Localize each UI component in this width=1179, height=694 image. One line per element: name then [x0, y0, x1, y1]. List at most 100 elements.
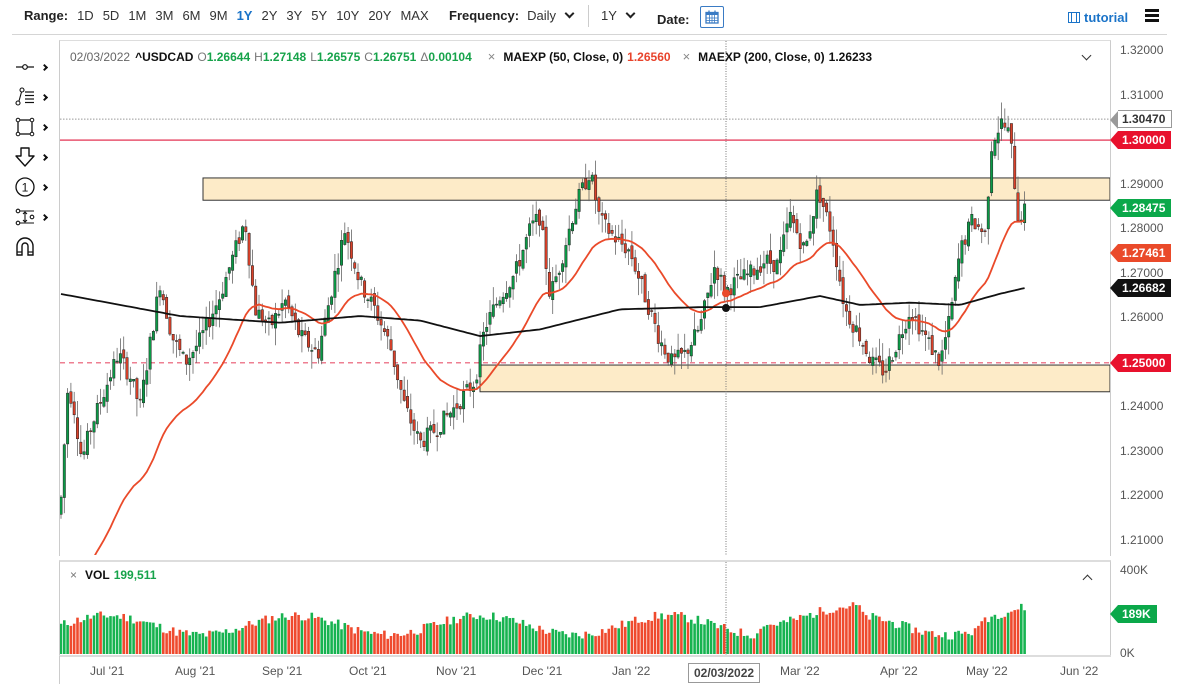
range-option-3m[interactable]: 3M: [155, 8, 174, 23]
divider: [588, 5, 589, 27]
line-segment-icon: [16, 64, 34, 70]
period-selector[interactable]: 1Y: [601, 8, 636, 23]
time-tick: Oct '21: [349, 664, 387, 678]
chevron-down-icon[interactable]: [564, 8, 575, 19]
hamburger-icon: [1145, 9, 1159, 12]
legend-open: 1.26644: [206, 49, 251, 64]
chevron-right-icon[interactable]: [40, 153, 49, 161]
time-axis-line: [59, 655, 1111, 657]
time-tick: Nov '21: [436, 664, 477, 678]
chevron-right-icon[interactable]: [40, 213, 49, 221]
range-option-5d[interactable]: 5D: [102, 8, 120, 23]
numbered-circle-icon: 1: [15, 177, 35, 197]
time-tick: Mar '22: [780, 664, 820, 678]
range-option-10y[interactable]: 10Y: [336, 8, 360, 23]
range-option-1y[interactable]: 1Y: [236, 8, 253, 23]
remove-ma200-button[interactable]: ×: [682, 49, 691, 64]
price-tick: 1.26000: [1120, 310, 1164, 325]
ma200-value: 1.26233: [828, 49, 873, 64]
ma200-label: MAEXP (200, Close, 0): [698, 49, 825, 64]
fibonacci-icon: [15, 87, 34, 106]
time-tick: Aug '21: [175, 664, 216, 678]
period-value[interactable]: 1Y: [601, 8, 617, 23]
price-tick: 1.31000: [1120, 87, 1164, 102]
volume-legend: × VOL 199,511: [70, 568, 156, 582]
range-option-1d[interactable]: 1D: [77, 8, 94, 23]
range-option-9m[interactable]: 9M: [209, 8, 228, 23]
chevron-right-icon[interactable]: [40, 183, 49, 191]
drawing-toolbar: 1: [14, 52, 54, 262]
chart-legend: 02/03/2022 ^USDCAD O 1.26644 H 1.27148 L 1.…: [70, 49, 873, 64]
chevron-right-icon[interactable]: [40, 63, 49, 71]
range-selector: Range: 1D 5D 1M 3M 6M 9M 1Y 2Y 3Y 5Y 10Y 20Y MAX: [24, 8, 429, 23]
frequency-selector[interactable]: Frequency: Daily: [449, 8, 575, 23]
time-tick: May '22: [966, 664, 1008, 678]
volume-chart[interactable]: [60, 562, 1110, 655]
time-tick: Dec '21: [522, 664, 563, 678]
svg-text:1: 1: [22, 181, 29, 195]
shape-tool[interactable]: [14, 112, 54, 142]
arrow-tool[interactable]: [14, 142, 54, 172]
frequency-label: Frequency:: [449, 8, 520, 23]
price-tick: 1.23000: [1120, 443, 1164, 458]
volume-label: VOL: [85, 568, 110, 582]
price-tick: 1.29000: [1120, 176, 1164, 191]
range-option-6m[interactable]: 6M: [182, 8, 201, 23]
chevron-down-icon[interactable]: [625, 8, 636, 19]
price-tag-high-line: 1.30470: [1109, 110, 1173, 130]
time-tick: Jul '21: [90, 664, 125, 678]
remove-volume-button[interactable]: ×: [70, 568, 78, 582]
time-tick: Jun '22: [1060, 664, 1099, 678]
tutorial-label: tutorial: [1084, 10, 1129, 25]
magnet-tool[interactable]: [14, 232, 54, 262]
price-tag-last-price: 1.28475: [1109, 199, 1172, 218]
measure-tool[interactable]: [14, 202, 54, 232]
candles: [60, 102, 1027, 519]
price-tag-horizontal-line: 1.25000: [1109, 353, 1172, 372]
range-option-2y[interactable]: 2Y: [261, 8, 278, 23]
divider: [59, 656, 60, 684]
fib-tool[interactable]: [14, 82, 54, 112]
ma50-value: 1.26560: [627, 49, 671, 64]
line-tool[interactable]: [14, 52, 54, 82]
range-option-5y[interactable]: 5Y: [311, 8, 328, 23]
annotation-tool[interactable]: 1: [14, 172, 54, 202]
range-option-max[interactable]: MAX: [400, 8, 429, 23]
time-tick: Apr '22: [880, 664, 918, 678]
price-tick: 1.24000: [1120, 399, 1164, 414]
time-tick: Sep '21: [262, 664, 303, 678]
time-tick: Jan '22: [612, 664, 651, 678]
range-option-20y[interactable]: 20Y: [368, 8, 392, 23]
magnet-icon: [16, 237, 34, 256]
volume-value: 199,511: [113, 568, 157, 582]
range-option-1m[interactable]: 1M: [128, 8, 147, 23]
crosshair-date-label: 02/03/2022: [688, 663, 761, 683]
calendar-button[interactable]: [699, 6, 724, 28]
price-tick: 1.21000: [1120, 532, 1164, 547]
chevron-right-icon[interactable]: [40, 123, 49, 131]
price-chart[interactable]: [60, 41, 1110, 555]
range-label: Range:: [24, 8, 69, 23]
legend-low: 1.26575: [316, 49, 361, 64]
price-tag-ma200: 1.26682: [1109, 278, 1172, 297]
legend-symbol: ^USDCAD: [135, 49, 194, 64]
chevron-right-icon[interactable]: [40, 93, 49, 101]
legend-close: 1.26751: [372, 49, 417, 64]
price-tick: 1.22000: [1120, 488, 1164, 503]
menu-button[interactable]: [1145, 9, 1159, 22]
legend-date: 02/03/2022: [70, 49, 131, 64]
date-label: Date:: [657, 11, 690, 27]
price-tick: 1.32000: [1120, 43, 1164, 57]
range-option-3y[interactable]: 3Y: [286, 8, 303, 23]
calendar-icon: [704, 10, 719, 24]
remove-ma50-button[interactable]: ×: [487, 49, 496, 64]
tutorial-link[interactable]: tutorial: [1068, 10, 1128, 25]
ma200-line: [60, 287, 1025, 338]
rectangle-icon: [15, 117, 35, 137]
price-chart-panel[interactable]: [59, 40, 1111, 556]
legend-change: 0.00104: [428, 49, 472, 64]
volume-axis-bottom: 0K: [1120, 646, 1135, 660]
frequency-value[interactable]: Daily: [527, 8, 556, 23]
ma50-line: [94, 219, 1025, 555]
film-icon: [1068, 12, 1080, 23]
